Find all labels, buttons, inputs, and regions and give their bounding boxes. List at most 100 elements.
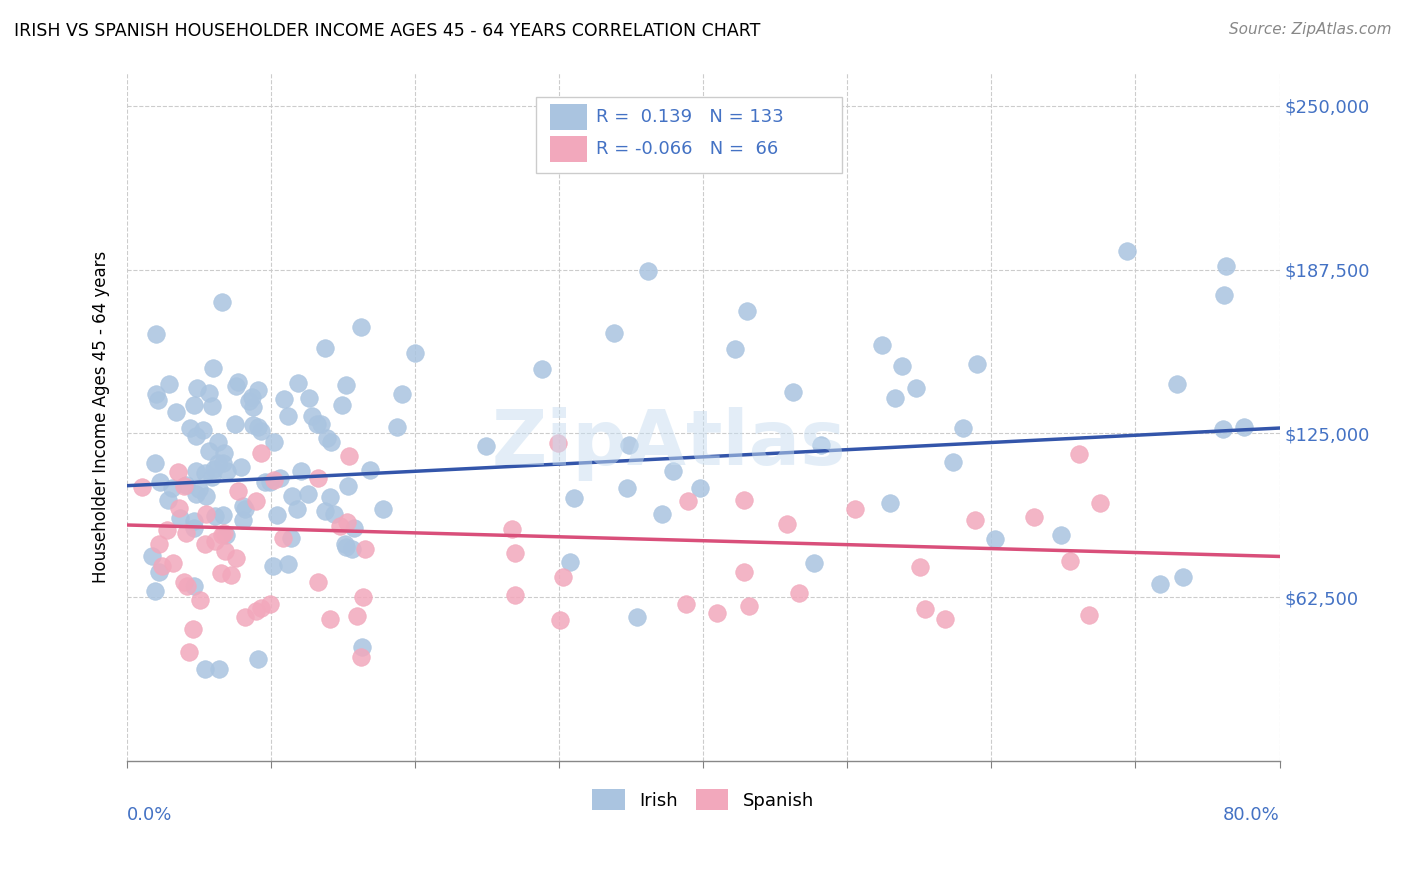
Point: [145, 387, 167, 401]
Point: [371, 502, 394, 516]
Point: [207, 434, 229, 449]
Point: [235, 609, 257, 624]
Point: [353, 541, 375, 556]
Point: [269, 471, 291, 485]
Point: [232, 499, 254, 513]
Point: [616, 481, 638, 495]
Point: [676, 494, 699, 508]
Point: [160, 481, 183, 495]
Point: [184, 487, 207, 501]
Text: Source: ZipAtlas.com: Source: ZipAtlas.com: [1229, 22, 1392, 37]
Text: ZipAtlas: ZipAtlas: [491, 408, 846, 482]
Point: [201, 360, 224, 375]
Point: [176, 579, 198, 593]
Point: [131, 480, 153, 494]
Point: [548, 613, 571, 627]
Point: [307, 471, 329, 485]
Point: [350, 640, 373, 654]
Point: [287, 376, 309, 391]
Point: [245, 494, 267, 508]
Point: [169, 511, 191, 525]
Point: [242, 418, 264, 433]
Point: [201, 400, 224, 414]
Point: [661, 464, 683, 478]
Point: [214, 527, 236, 541]
Point: [229, 460, 252, 475]
Point: [298, 392, 321, 406]
Point: [146, 392, 169, 407]
Point: [212, 446, 235, 460]
Point: [738, 599, 761, 614]
Point: [271, 531, 294, 545]
Point: [211, 528, 233, 542]
Bar: [550, 136, 586, 161]
Point: [202, 462, 225, 476]
Point: [212, 525, 235, 540]
Point: [342, 542, 364, 557]
Point: [1090, 496, 1112, 510]
Point: [173, 479, 195, 493]
Point: [319, 490, 342, 504]
Point: [1115, 244, 1137, 258]
Point: [177, 645, 200, 659]
Point: [250, 446, 273, 460]
Point: [156, 523, 179, 537]
Y-axis label: Householder Income Ages 45 - 64 years: Householder Income Ages 45 - 64 years: [93, 251, 110, 583]
Point: [966, 357, 988, 371]
Point: [188, 593, 211, 607]
Point: [503, 546, 526, 560]
Point: [188, 482, 211, 496]
Point: [350, 649, 373, 664]
Point: [281, 489, 304, 503]
Point: [782, 385, 804, 400]
Point: [301, 409, 323, 423]
FancyBboxPatch shape: [536, 97, 842, 173]
Point: [184, 429, 207, 443]
Point: [391, 387, 413, 401]
Point: [259, 475, 281, 489]
Point: [651, 508, 673, 522]
Point: [1215, 259, 1237, 273]
Point: [246, 384, 269, 398]
Point: [562, 491, 585, 505]
Point: [626, 610, 648, 624]
Point: [844, 501, 866, 516]
Point: [240, 391, 263, 405]
Point: [337, 479, 360, 493]
Point: [619, 438, 641, 452]
Point: [337, 449, 360, 463]
Point: [232, 513, 254, 527]
Point: [198, 443, 221, 458]
Point: [183, 521, 205, 535]
Point: [1067, 447, 1090, 461]
Point: [870, 337, 893, 351]
Point: [904, 381, 927, 395]
Point: [184, 464, 207, 478]
Point: [194, 662, 217, 676]
Point: [266, 508, 288, 522]
Point: [290, 464, 312, 478]
Point: [179, 420, 201, 434]
Text: 0.0%: 0.0%: [127, 805, 173, 823]
Point: [183, 514, 205, 528]
Text: R =  0.139   N = 133: R = 0.139 N = 133: [596, 108, 783, 126]
Point: [314, 504, 336, 518]
Text: R = -0.066   N =  66: R = -0.066 N = 66: [596, 140, 779, 158]
Point: [963, 513, 986, 527]
Point: [273, 392, 295, 407]
Point: [226, 483, 249, 498]
Point: [335, 377, 357, 392]
Point: [194, 466, 217, 480]
Point: [297, 487, 319, 501]
Point: [226, 375, 249, 389]
Point: [910, 560, 932, 574]
Point: [952, 421, 974, 435]
Point: [145, 326, 167, 341]
Point: [503, 588, 526, 602]
Text: IRISH VS SPANISH HOUSEHOLDER INCOME AGES 45 - 64 YEARS CORRELATION CHART: IRISH VS SPANISH HOUSEHOLDER INCOME AGES…: [14, 22, 761, 40]
Point: [560, 555, 582, 569]
Point: [250, 601, 273, 615]
Point: [776, 516, 799, 531]
Point: [343, 521, 366, 535]
Point: [165, 405, 187, 419]
